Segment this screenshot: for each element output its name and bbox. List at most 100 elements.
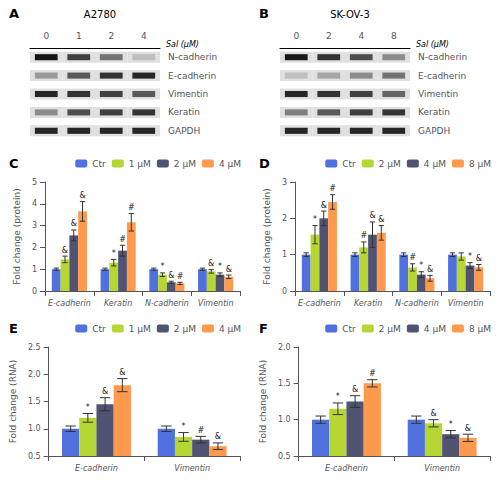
svg-text:4 μM: 4 μM <box>219 159 241 169</box>
svg-text:*: * <box>160 262 164 271</box>
svg-text:8 μM: 8 μM <box>469 159 491 169</box>
svg-text:&: & <box>430 409 436 418</box>
svg-text:Ctr: Ctr <box>342 159 356 169</box>
svg-text:Sal (μM): Sal (μM) <box>166 40 199 49</box>
svg-text:Keratin: Keratin <box>168 107 200 117</box>
svg-text:*: * <box>182 422 186 431</box>
svg-text:N-cadherin: N-cadherin <box>168 52 217 62</box>
svg-text:*: * <box>112 249 116 258</box>
svg-text:E-cadherin: E-cadherin <box>298 299 341 308</box>
svg-text:&: & <box>226 265 232 274</box>
svg-text:0: 0 <box>43 31 49 41</box>
svg-text:2 μM: 2 μM <box>379 324 401 334</box>
svg-text:1: 1 <box>76 31 82 41</box>
svg-text:#: # <box>119 235 126 244</box>
svg-text:4: 4 <box>32 199 37 208</box>
svg-text:Fold change (protein): Fold change (protein) <box>262 188 272 284</box>
svg-text:2.0: 2.0 <box>278 343 291 352</box>
svg-text:*: * <box>218 262 222 271</box>
svg-text:0.5: 0.5 <box>278 452 291 461</box>
svg-text:&: & <box>102 387 108 396</box>
svg-text:#: # <box>197 426 204 435</box>
svg-text:1.5: 1.5 <box>278 379 291 388</box>
svg-text:4: 4 <box>141 31 147 41</box>
svg-text:E-cadherin: E-cadherin <box>48 299 91 308</box>
svg-text:Ctr: Ctr <box>92 324 106 334</box>
svg-text:GAPDH: GAPDH <box>168 126 200 136</box>
svg-text:E-cadherin: E-cadherin <box>75 464 118 473</box>
svg-text:1.0: 1.0 <box>28 424 41 433</box>
svg-text:1: 1 <box>282 250 287 259</box>
svg-text:8 μM: 8 μM <box>469 324 491 334</box>
svg-text:&: & <box>378 215 384 224</box>
svg-text:2 μM: 2 μM <box>174 324 196 334</box>
svg-text:1.5: 1.5 <box>28 397 41 406</box>
svg-text:0.5: 0.5 <box>28 452 41 461</box>
svg-text:4 μM: 4 μM <box>424 324 446 334</box>
svg-text:Vimentin: Vimentin <box>174 464 210 473</box>
svg-text:4: 4 <box>358 31 364 41</box>
svg-text:1 μM: 1 μM <box>129 159 151 169</box>
svg-text:&: & <box>208 259 214 268</box>
svg-text:F: F <box>259 321 268 336</box>
svg-text:Ctr: Ctr <box>92 159 106 169</box>
svg-text:B: B <box>259 6 269 21</box>
svg-text:3: 3 <box>282 178 287 187</box>
svg-text:*: * <box>86 403 90 412</box>
svg-text:Vimentin: Vimentin <box>424 464 460 473</box>
svg-text:A: A <box>9 6 19 21</box>
svg-text:Vimentin: Vimentin <box>418 89 458 99</box>
svg-text:&: & <box>62 246 68 255</box>
svg-text:*: * <box>449 420 453 429</box>
svg-text:&: & <box>465 424 471 433</box>
svg-text:Ctr: Ctr <box>342 324 356 334</box>
svg-text:E-cadherin: E-cadherin <box>418 71 466 81</box>
svg-text:Keratin: Keratin <box>354 299 383 308</box>
svg-text:&: & <box>476 254 482 263</box>
svg-text:2: 2 <box>282 214 287 223</box>
svg-text:SK-OV-3: SK-OV-3 <box>330 9 370 20</box>
svg-text:&: & <box>215 432 221 441</box>
svg-text:0: 0 <box>32 287 37 296</box>
svg-text:N-cadherin: N-cadherin <box>145 299 189 308</box>
svg-text:*: * <box>468 252 472 261</box>
svg-text:4 μM: 4 μM <box>424 159 446 169</box>
svg-text:Fold change (RNA): Fold change (RNA) <box>8 360 18 444</box>
svg-text:2.0: 2.0 <box>28 370 41 379</box>
svg-text:#: # <box>360 231 367 240</box>
svg-text:3: 3 <box>32 221 37 230</box>
svg-text:A2780: A2780 <box>84 9 116 20</box>
svg-text:2: 2 <box>32 243 37 252</box>
svg-text:2 μM: 2 μM <box>174 159 196 169</box>
svg-text:N-cadherin: N-cadherin <box>395 299 439 308</box>
svg-text:#: # <box>369 369 376 378</box>
svg-text:&: & <box>119 368 125 377</box>
svg-text:2.5: 2.5 <box>28 343 41 352</box>
svg-text:C: C <box>9 156 19 171</box>
svg-text:Fold change (RNA): Fold change (RNA) <box>258 360 268 444</box>
svg-text:5: 5 <box>32 178 37 187</box>
svg-text:Keratin: Keratin <box>418 107 450 117</box>
svg-text:0: 0 <box>282 287 287 296</box>
svg-text:8: 8 <box>391 31 397 41</box>
svg-text:*: * <box>336 392 340 401</box>
svg-text:Vimentin: Vimentin <box>168 89 208 99</box>
svg-text:1.0: 1.0 <box>278 415 291 424</box>
svg-text:&: & <box>427 265 433 274</box>
svg-text:1 μM: 1 μM <box>129 324 151 334</box>
svg-text:&: & <box>321 201 327 210</box>
svg-text:E: E <box>9 321 18 336</box>
svg-text:Fold change (protein): Fold change (protein) <box>12 188 22 284</box>
svg-text:4 μM: 4 μM <box>219 324 241 334</box>
svg-text:&: & <box>79 191 85 200</box>
svg-text:E-cadherin: E-cadherin <box>168 71 216 81</box>
svg-text:Sal (μM): Sal (μM) <box>416 40 449 49</box>
svg-text:D: D <box>259 156 270 171</box>
svg-text:E-cadherin: E-cadherin <box>325 464 368 473</box>
svg-text:*: * <box>313 215 317 224</box>
svg-text:2: 2 <box>326 31 332 41</box>
svg-text:0: 0 <box>293 31 299 41</box>
svg-text:&: & <box>71 219 77 228</box>
svg-text:#: # <box>177 272 184 281</box>
svg-text:Vimentin: Vimentin <box>198 299 234 308</box>
